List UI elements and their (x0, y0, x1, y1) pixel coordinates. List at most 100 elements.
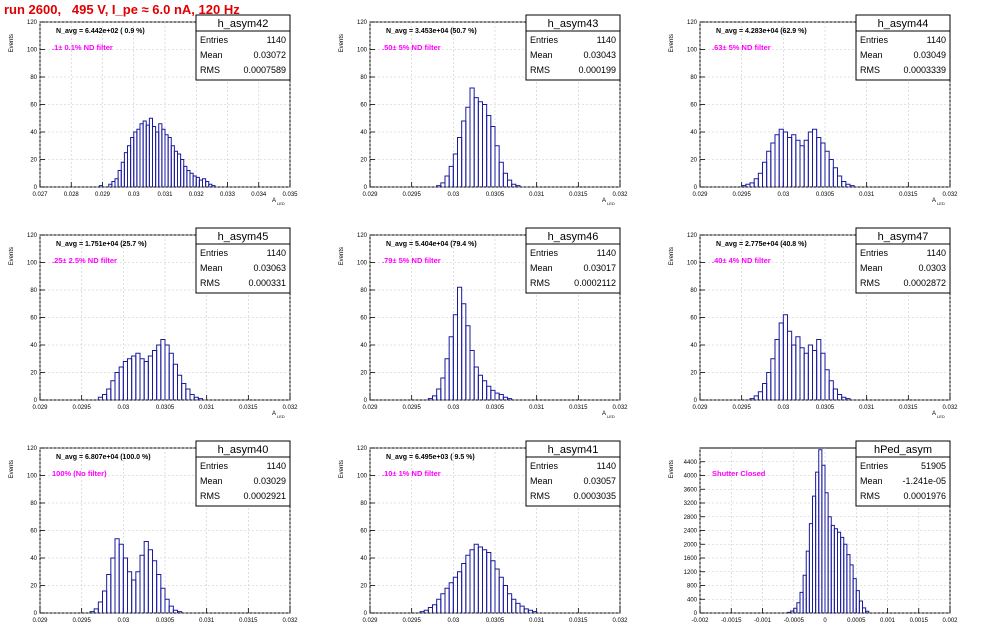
hist-bin (143, 361, 149, 400)
y-tick-label: 20 (360, 371, 367, 377)
hist-bin (461, 303, 467, 400)
stats-rms-label: RMS (860, 65, 880, 75)
filter-annotation: 100% (No filter) (52, 469, 107, 478)
hist-bin (762, 383, 768, 400)
x-tick-label: 0.0315 (569, 192, 588, 198)
y-axis-label: Events (339, 34, 345, 52)
hist-bin (486, 385, 492, 400)
x-axis-label-sub: LED (937, 414, 945, 419)
y-tick-label: 100 (687, 48, 698, 54)
hist-bin (461, 120, 467, 187)
n-avg-label: N_avg = 5.404e+04 (79.4 %) (386, 241, 477, 248)
y-tick-label: 100 (357, 261, 368, 267)
filter-annotation: .40± 4% ND filter (712, 256, 771, 265)
n-avg-label: N_avg = 6.495e+03 ( 9.5 %) (386, 454, 475, 461)
y-tick-label: 40 (690, 130, 697, 136)
hist-bin (753, 178, 759, 187)
y-axis-label: Events (669, 34, 675, 52)
y-tick-label: 100 (27, 474, 38, 480)
stats-box (525, 14, 621, 81)
n-avg-label: N_avg = 3.453e+04 (50.7 %) (386, 28, 477, 35)
y-tick-label: 80 (690, 75, 697, 81)
stats-mean-label: Mean (530, 476, 553, 486)
filter-annotation: .10± 1% ND filter (382, 469, 441, 478)
stats-box (855, 440, 951, 507)
hist-bin (824, 369, 830, 400)
x-tick-label: 0.0295 (402, 618, 421, 622)
stats-entries-label: Entries (530, 461, 559, 471)
hist-bin (114, 538, 120, 613)
y-tick-label: 0 (364, 185, 368, 191)
stats-entries-label: Entries (200, 35, 229, 45)
x-tick-label: 0.027 (32, 192, 48, 198)
stats-rms-label: RMS (200, 491, 220, 501)
hist-bin (432, 395, 438, 400)
x-tick-label: 0.0315 (239, 405, 258, 411)
hist-bin (799, 145, 805, 187)
x-tick-label: 0.029 (32, 405, 48, 411)
x-tick-label: 0.0315 (569, 618, 588, 622)
stats-entries-value: 1140 (597, 35, 616, 45)
hist-bin (131, 355, 137, 400)
hist-bin (841, 181, 847, 187)
x-tick-label: 0.0315 (239, 618, 258, 622)
stats-rms-value: 0.000199 (578, 65, 616, 75)
hist-bin (122, 361, 128, 400)
hist-bin (507, 398, 513, 400)
hist-bin (440, 182, 446, 187)
histogram-title: h_asym45 (218, 231, 269, 243)
stats-box (855, 14, 951, 81)
x-tick-label: 0.032 (942, 192, 958, 198)
n-avg-label: N_avg = 4.283e+04 (62.9 %) (716, 28, 807, 35)
y-tick-label: 800 (687, 584, 698, 590)
hist-bin (498, 576, 504, 613)
y-tick-label: 4000 (684, 474, 698, 480)
hist-bin (824, 150, 830, 187)
x-tick-label: 0.03 (777, 405, 789, 411)
y-tick-label: 20 (690, 158, 697, 164)
hist-bin (448, 336, 454, 400)
x-tick-label: 0.031 (529, 192, 545, 198)
hist-bin (837, 394, 843, 400)
hist-bin (490, 560, 496, 613)
hist-bin (791, 134, 797, 187)
hist-bin (766, 150, 772, 187)
y-tick-label: 0 (694, 611, 698, 617)
y-tick-label: 80 (360, 75, 367, 81)
hist-bin (427, 607, 433, 613)
x-tick-label: 0.029 (32, 618, 48, 622)
x-axis-label-sub: LED (607, 201, 615, 206)
x-tick-label: 0.032 (612, 405, 628, 411)
hist-bin (152, 560, 158, 613)
hist-bin (770, 142, 776, 187)
histogram-title: h_asym41 (548, 444, 599, 456)
filter-annotation: .1± 0.1% ND filter (52, 43, 113, 52)
y-tick-label: 100 (687, 261, 698, 267)
hist-bin (749, 182, 755, 187)
hist-bin (164, 598, 170, 613)
x-axis-label: A (932, 411, 936, 417)
y-tick-label: 40 (360, 343, 367, 349)
x-tick-label: 0.0305 (816, 405, 835, 411)
hist-bin (762, 161, 768, 187)
stats-rms-value: 0.0003339 (903, 65, 946, 75)
hist-bin (465, 325, 471, 400)
x-tick-label: 0.029 (362, 192, 378, 198)
x-tick-label: 0.03 (447, 405, 459, 411)
y-tick-label: 60 (30, 316, 37, 322)
histogram-title: h_asym43 (548, 18, 599, 30)
y-axis-label: Events (9, 247, 15, 265)
y-tick-label: 0 (364, 611, 368, 617)
x-tick-label: 0 (823, 618, 827, 622)
histogram-title: h_asym44 (878, 18, 929, 30)
y-tick-label: 60 (360, 103, 367, 109)
y-tick-label: 2000 (684, 542, 698, 548)
hist-bin (753, 395, 759, 400)
x-tick-label: -0.0015 (721, 618, 742, 622)
y-tick-label: 1600 (684, 556, 698, 562)
stats-rms-value: 0.0003035 (573, 491, 616, 501)
hist-bin (93, 608, 99, 613)
hist-bin (102, 394, 108, 400)
stats-rms-label: RMS (530, 491, 550, 501)
y-tick-label: 120 (27, 446, 38, 452)
